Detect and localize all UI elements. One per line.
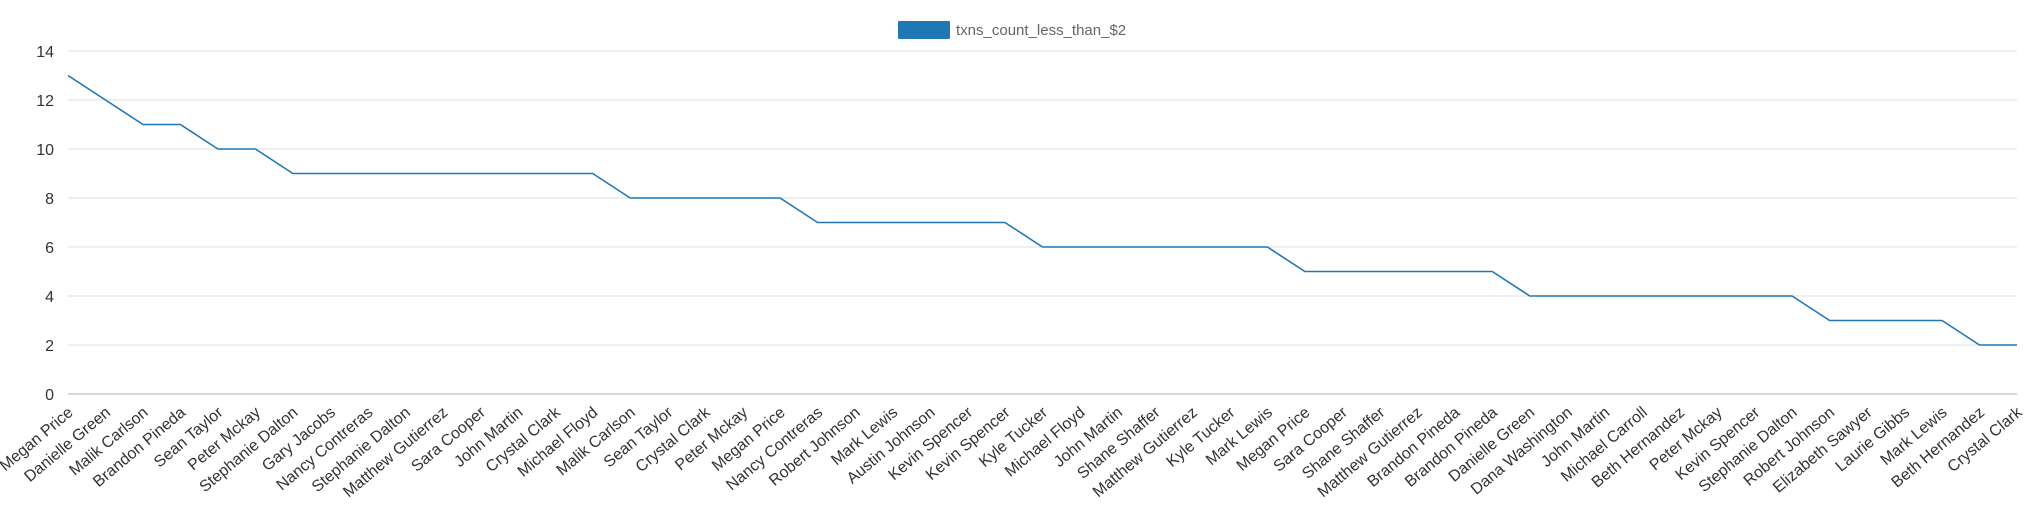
y-tick-label: 0 — [45, 387, 54, 404]
y-tick-label: 12 — [36, 93, 54, 110]
y-tick-label: 10 — [36, 142, 54, 159]
legend[interactable]: txns_count_less_than_$2 — [898, 21, 1126, 39]
y-tick-label: 4 — [45, 289, 54, 306]
legend-swatch[interactable] — [898, 21, 950, 39]
y-tick-label: 2 — [45, 338, 54, 355]
series-lines — [67, 74, 2017, 346]
y-tick-label: 14 — [36, 44, 54, 61]
legend-label-txns-count[interactable]: txns_count_less_than_$2 — [956, 22, 1126, 39]
series-line[interactable] — [67, 74, 2017, 346]
y-grid — [68, 50, 2017, 395]
y-tick-label: 8 — [45, 191, 54, 208]
y-tick-label: 6 — [45, 240, 54, 257]
y-axis-ticks: 0 2 4 6 8 10 12 14 — [36, 44, 54, 404]
